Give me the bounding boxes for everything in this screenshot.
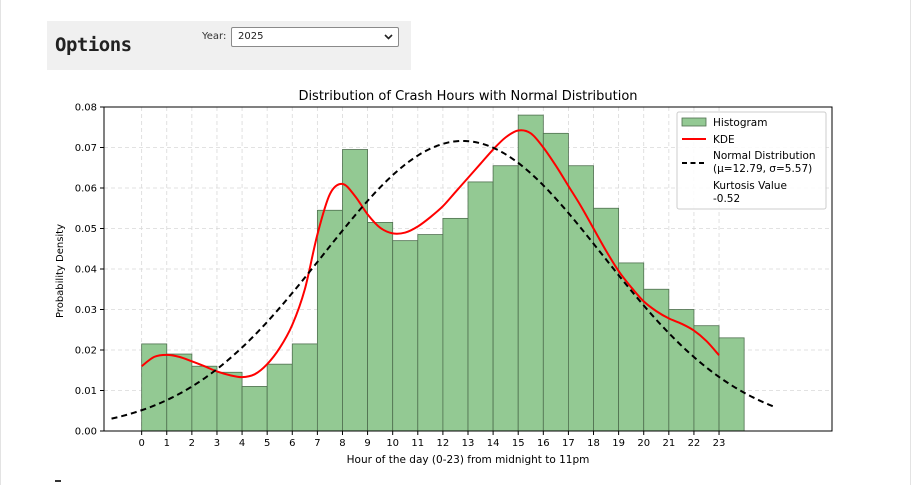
y-tick-label: 0.05 xyxy=(75,224,97,235)
legend-histogram-swatch xyxy=(681,117,707,127)
year-select-value: 2025 xyxy=(238,31,264,42)
x-tick-label: 0 xyxy=(138,438,144,449)
histogram-bar xyxy=(643,288,670,432)
y-tick-label: 0.00 xyxy=(75,427,97,438)
histogram-bar xyxy=(593,207,620,432)
histogram-bar xyxy=(568,165,594,432)
legend-kde-label: KDE xyxy=(713,134,735,146)
normal-distribution-line xyxy=(111,139,775,420)
histogram-bar xyxy=(266,363,293,432)
y-tick-label: 0.08 xyxy=(75,103,97,114)
legend-histogram-label: Histogram xyxy=(713,117,767,129)
tick-layer: 0.000.010.020.030.040.050.060.070.080 1 2 3… xyxy=(75,103,726,450)
histogram-bar xyxy=(718,337,745,432)
y-tick-label: 0.02 xyxy=(75,346,97,357)
y-tick-label: 0.03 xyxy=(75,305,97,316)
histogram-bar xyxy=(241,386,268,432)
year-select[interactable]: 2025 xyxy=(231,27,399,47)
histogram-bar xyxy=(417,234,444,432)
kde-line xyxy=(141,129,720,379)
legend: Histogram KDE Normal Distribution (μ=12.7… xyxy=(676,111,827,210)
line-layer xyxy=(111,129,775,420)
legend-kurtosis-value: -0.52 xyxy=(713,193,740,205)
x-tick-label: 3 xyxy=(214,438,220,449)
histogram-bar xyxy=(517,114,544,432)
histogram-bar xyxy=(442,217,469,432)
x-tick-label: 21 xyxy=(662,438,675,449)
x-tick-label: 11 xyxy=(411,438,424,449)
legend-normal-line: (μ=12.79, σ=5.57) xyxy=(713,163,812,175)
histogram-bar xyxy=(367,222,394,432)
histogram-bar xyxy=(291,343,318,432)
histogram-bar xyxy=(467,181,494,432)
y-tick-label: 0.04 xyxy=(75,265,97,276)
chart-container: Distribution of Crash Hours with Normal … xyxy=(40,80,840,472)
x-tick-label: 5 xyxy=(264,438,270,449)
bottom-edge-mark xyxy=(55,480,61,482)
crash-hours-chart: Distribution of Crash Hours with Normal … xyxy=(55,89,833,466)
x-tick-label: 13 xyxy=(462,438,475,449)
x-tick-label: 12 xyxy=(437,438,450,449)
histogram-bar xyxy=(668,309,695,432)
x-tick-label: 18 xyxy=(587,438,600,449)
histogram-bar xyxy=(191,365,218,432)
x-tick-label: 10 xyxy=(386,438,399,449)
x-tick-label: 19 xyxy=(612,438,625,449)
x-axis-label: Hour of the day (0-23) from midnight to … xyxy=(347,454,590,466)
legend-normal-label: Normal Distribution (μ=12.79, σ=5.57) xyxy=(713,150,816,175)
x-tick-label: 6 xyxy=(289,438,295,449)
legend-normal-line: Normal Distribution xyxy=(713,150,816,162)
x-tick-label: 23 xyxy=(713,438,726,449)
y-tick-label: 0.06 xyxy=(75,184,97,195)
y-axis-label: Probability Density xyxy=(55,224,66,318)
histogram-bar xyxy=(316,209,343,432)
left-frame-border xyxy=(0,0,1,485)
y-tick-label: 0.01 xyxy=(75,386,97,397)
y-tick-label: 0.07 xyxy=(75,143,97,154)
x-tick-label: 15 xyxy=(512,438,525,449)
histogram-bar xyxy=(216,371,243,432)
legend-box xyxy=(676,111,827,210)
x-tick-label: 2 xyxy=(189,438,195,449)
legend-kurtosis-label: Kurtosis Value xyxy=(713,180,787,192)
x-tick-label: 14 xyxy=(487,438,500,449)
histogram-bar xyxy=(392,240,419,432)
x-tick-label: 1 xyxy=(164,438,170,449)
x-tick-label: 4 xyxy=(239,438,245,449)
right-frame-border xyxy=(910,0,911,485)
x-tick-label: 16 xyxy=(537,438,550,449)
x-tick-label: 9 xyxy=(364,438,370,449)
year-label: Year: xyxy=(202,31,227,42)
x-tick-label: 22 xyxy=(688,438,701,449)
bar-layer xyxy=(141,114,745,432)
histogram-bar xyxy=(166,353,193,432)
options-panel: Options Year: 2025 xyxy=(47,21,411,70)
histogram-bar xyxy=(492,165,519,432)
x-tick-label: 20 xyxy=(637,438,650,449)
histogram-bar xyxy=(342,149,368,432)
chart-title: Distribution of Crash Hours with Normal … xyxy=(298,89,637,104)
x-tick-label: 7 xyxy=(314,438,320,449)
x-tick-label: 8 xyxy=(339,438,345,449)
chevron-down-icon xyxy=(384,34,393,40)
options-title: Options xyxy=(55,34,132,56)
x-tick-label: 17 xyxy=(562,438,575,449)
